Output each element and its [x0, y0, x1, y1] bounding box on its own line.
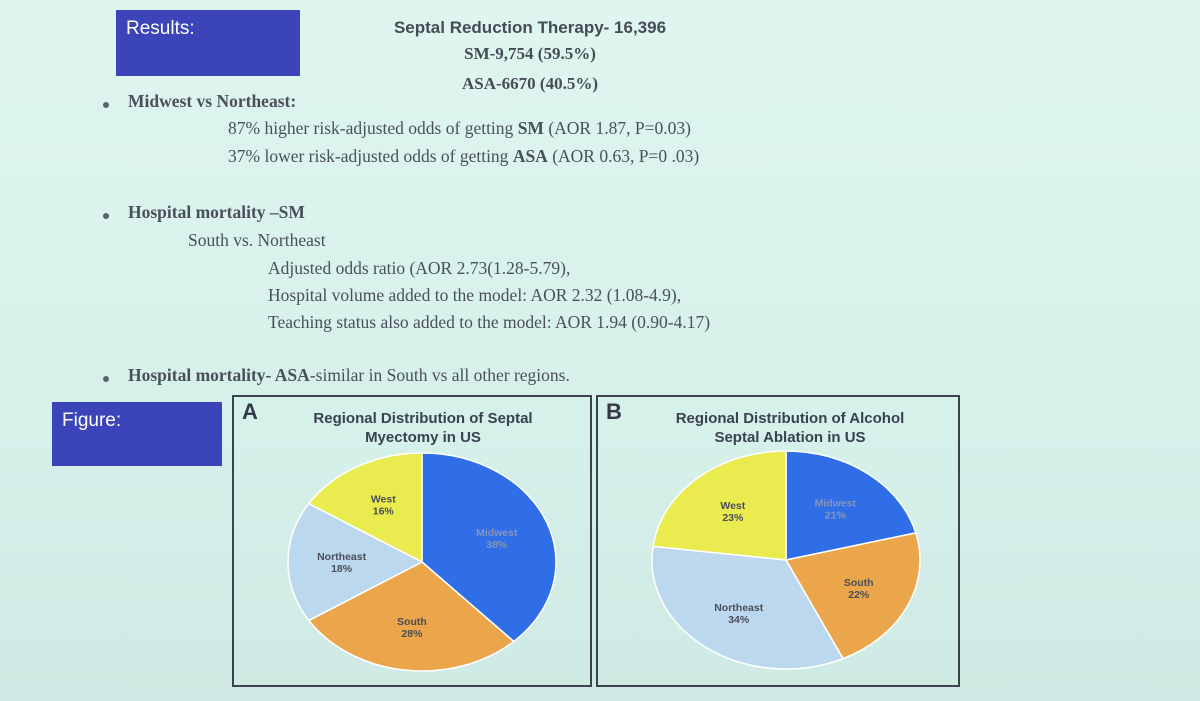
slice-value-label: 34%	[728, 614, 750, 626]
slice-value-label: 21%	[825, 509, 847, 521]
pie-slice-midwest	[785, 450, 917, 561]
figure-tag: Figure:	[52, 402, 222, 466]
chart-panel-a: A Regional Distribution of Septal Myecto…	[232, 395, 592, 687]
bullet2-l1: Adjusted odds ratio (AOR 2.73(1.28-5.79)…	[268, 258, 571, 278]
slice-label: Northeast	[317, 551, 367, 563]
bullet2-title: Hospital mortality –SM	[128, 202, 305, 222]
slice-label: West	[371, 494, 396, 506]
panel-letter: B	[606, 399, 622, 424]
pie-slice-northeast	[287, 502, 424, 622]
bullet-dot	[103, 376, 109, 382]
pie-slice-west	[307, 452, 423, 564]
slice-label: Northeast	[714, 602, 764, 614]
slice-value-label: 28%	[401, 628, 423, 640]
pie-slice-northeast	[651, 545, 845, 670]
panel-letter: A	[242, 399, 258, 424]
slice-value-label: 22%	[848, 589, 870, 601]
slice-value-label: 16%	[373, 506, 395, 518]
bullet2-l2: Hospital volume added to the model: AOR …	[268, 285, 682, 305]
bullet3: Hospital mortality- ASA-similar in South…	[128, 365, 570, 385]
chart-title: Regional Distribution of Septal Myectomy…	[313, 410, 533, 446]
header-total: Septal Reduction Therapy- 16,396	[393, 18, 667, 37]
bullet2-l3: Teaching status also added to the model:…	[268, 312, 711, 332]
slice-label: South	[397, 616, 427, 628]
pie-slice-south	[784, 532, 921, 660]
chart-title: Regional Distribution of Alcohol Septal …	[675, 410, 905, 446]
slice-value-label: 23%	[722, 512, 744, 524]
slice-value-label: 18%	[331, 563, 353, 575]
bullet-dot	[103, 213, 109, 219]
bullet1-line1: 87% higher risk-adjusted odds of getting…	[228, 118, 691, 138]
slice-label: South	[844, 577, 874, 589]
bullet2-sub: South vs. Northeast	[188, 230, 326, 250]
slice-value-label: 38%	[486, 539, 508, 551]
bullet1-line2: 37% lower risk-adjusted odds of getting …	[228, 146, 700, 166]
results-tag: Results:	[116, 10, 300, 76]
slice-label: West	[720, 500, 745, 512]
bullet1-title: Midwest vs Northeast:	[128, 91, 297, 111]
pie-slice-south	[307, 561, 515, 672]
header-sm: SM-9,754 (59.5%)	[464, 44, 596, 63]
pie-slice-west	[652, 450, 787, 561]
header-asa: ASA-6670 (40.5%)	[462, 74, 598, 93]
chart-panel-b: B Regional Distribution of Alcohol Septa…	[596, 395, 960, 687]
pie-slice-midwest	[421, 452, 557, 643]
slice-label: Midwest	[815, 497, 857, 509]
bullet-dot	[103, 102, 109, 108]
slice-label: Midwest	[476, 527, 518, 539]
